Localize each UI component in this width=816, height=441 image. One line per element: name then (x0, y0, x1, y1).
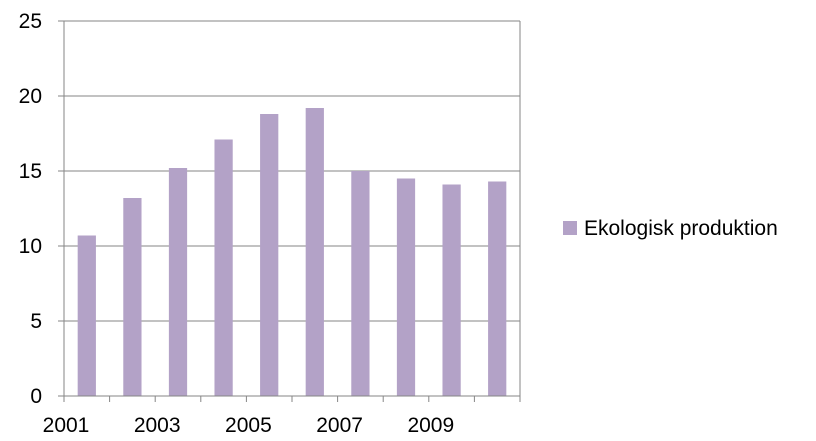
x-tick-label: 2009 (407, 414, 454, 437)
x-tick-label: 2001 (43, 414, 90, 437)
x-tick-label: 2007 (316, 414, 363, 437)
y-tick-label: 10 (19, 235, 42, 258)
y-tick-label: 0 (30, 385, 42, 408)
bar-2010 (488, 181, 507, 396)
legend-label: Ekologisk produktion (584, 217, 778, 240)
bar-2005 (260, 114, 279, 396)
bar-2004 (214, 139, 233, 396)
bar-2008 (396, 178, 416, 396)
x-tick-labels: 2001 2003 2005 2007 2009 (43, 396, 521, 437)
y-tick-label: 20 (19, 85, 42, 108)
x-tick-label: 2003 (134, 414, 181, 437)
bar-2007 (351, 171, 370, 396)
bar-series (77, 108, 507, 396)
y-tick-label: 15 (19, 160, 42, 183)
y-tick-label: 25 (19, 10, 42, 33)
y-tick-label: 5 (30, 310, 42, 333)
legend: Ekologisk produktion (563, 217, 778, 240)
x-tick-label: 2005 (225, 414, 272, 437)
bar-2009 (442, 184, 461, 396)
legend-swatch (563, 221, 577, 235)
bar-2006 (305, 108, 324, 396)
y-tick-labels: 0 5 10 15 20 25 (19, 10, 64, 408)
bar-2003 (168, 168, 188, 396)
bar-2002 (123, 198, 142, 396)
bar-2001 (77, 235, 96, 396)
